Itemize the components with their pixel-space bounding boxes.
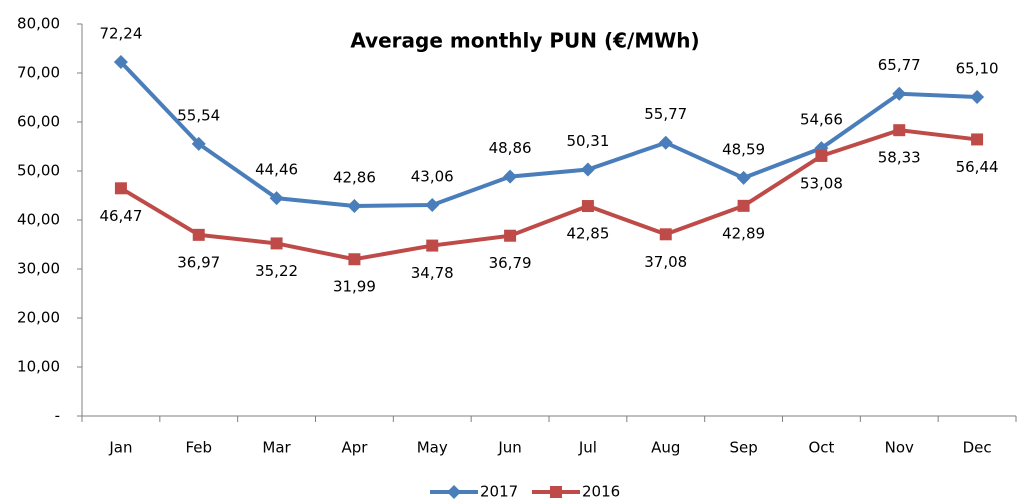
value-label: 55,54 <box>177 106 220 124</box>
y-tick-label: 80,00 <box>17 15 60 33</box>
point <box>892 86 907 101</box>
value-label: 34,78 <box>411 264 454 282</box>
value-label: 42,89 <box>722 224 765 242</box>
value-label: 36,79 <box>489 254 532 272</box>
value-label: 50,31 <box>566 132 609 150</box>
point <box>504 229 517 242</box>
point <box>269 191 284 206</box>
y-tick-label: 40,00 <box>17 211 60 229</box>
value-label: 48,86 <box>489 139 532 157</box>
point <box>971 133 984 146</box>
point <box>114 182 127 195</box>
point <box>348 253 361 266</box>
legend-marker <box>550 486 562 498</box>
x-tick-label: Apr <box>341 439 368 457</box>
value-label: 72,24 <box>99 25 142 43</box>
value-label: 46,47 <box>99 207 142 225</box>
value-label: 37,08 <box>644 253 687 271</box>
y-tick-label: 70,00 <box>17 64 60 82</box>
value-label: 54,66 <box>800 111 843 129</box>
point <box>658 135 673 150</box>
series-line <box>119 60 978 208</box>
legend-marker <box>447 485 461 499</box>
point <box>580 162 595 177</box>
y-tick-label: 10,00 <box>17 358 60 376</box>
legend-label: 2017 <box>480 483 518 501</box>
value-label: 56,44 <box>956 158 999 176</box>
x-tick-label: Dec <box>963 439 992 457</box>
y-tick-label: 20,00 <box>17 309 60 327</box>
point <box>191 136 206 151</box>
value-label: 65,10 <box>956 60 999 78</box>
x-tick-label: Feb <box>185 439 212 457</box>
point <box>347 198 362 213</box>
value-label: 35,22 <box>255 262 298 280</box>
legend-label: 2016 <box>582 483 620 501</box>
point <box>581 200 594 213</box>
value-label: 36,97 <box>177 253 220 271</box>
point <box>815 149 828 162</box>
x-tick-label: Oct <box>808 439 834 457</box>
point <box>192 228 205 241</box>
point <box>659 228 672 241</box>
value-label: 43,06 <box>411 168 454 186</box>
x-tick-label: Jun <box>497 439 521 457</box>
point <box>426 239 439 252</box>
value-label: 44,46 <box>255 161 298 179</box>
y-tick-label: 50,00 <box>17 162 60 180</box>
value-label: 31,99 <box>333 278 376 296</box>
x-tick-label: Aug <box>651 439 680 457</box>
value-label: 53,08 <box>800 174 843 192</box>
x-tick-label: Mar <box>262 439 291 457</box>
x-tick-label: Jul <box>578 439 597 457</box>
point <box>737 199 750 212</box>
value-label: 48,59 <box>722 140 765 158</box>
y-tick-label: 30,00 <box>17 260 60 278</box>
x-tick-label: May <box>417 439 448 457</box>
value-label: 65,77 <box>878 56 921 74</box>
x-tick-label: Sep <box>729 439 757 457</box>
chart-title: Average monthly PUN (€/MWh) <box>350 29 699 53</box>
value-label: 55,77 <box>644 105 687 123</box>
y-tick-label: 60,00 <box>17 113 60 131</box>
value-label: 58,33 <box>878 149 921 167</box>
value-label: 42,86 <box>333 168 376 186</box>
point <box>736 170 751 185</box>
point <box>270 237 283 250</box>
point <box>425 198 440 213</box>
point <box>893 124 906 137</box>
series-line <box>119 128 978 262</box>
point <box>113 55 128 70</box>
y-tick-label: - <box>55 407 60 425</box>
point <box>503 169 518 184</box>
x-tick-label: Nov <box>885 439 914 457</box>
x-tick-label: Jan <box>108 439 132 457</box>
value-label: 42,85 <box>566 225 609 243</box>
point <box>970 90 985 105</box>
